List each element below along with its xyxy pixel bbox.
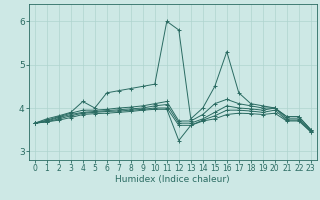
X-axis label: Humidex (Indice chaleur): Humidex (Indice chaleur) bbox=[116, 175, 230, 184]
